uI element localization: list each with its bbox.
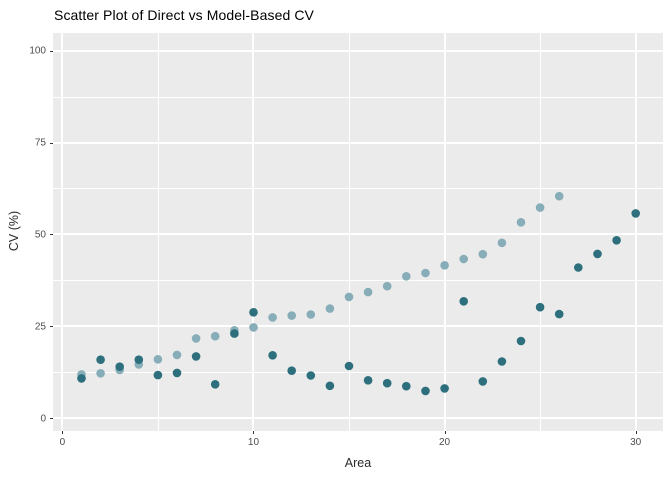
scatter-point-model-based	[210, 331, 220, 341]
scatter-point-model-based	[325, 304, 335, 313]
x-major-gridline	[61, 33, 64, 431]
scatter-point-direct	[363, 376, 373, 385]
y-tick-label: 0	[40, 413, 46, 425]
scatter-point-direct	[287, 366, 296, 376]
scatter-point-direct	[268, 351, 277, 360]
scatter-point-direct	[421, 386, 430, 396]
y-tick-mark	[50, 326, 53, 328]
x-major-gridline	[634, 33, 637, 431]
scatter-point-direct	[478, 377, 488, 386]
x-axis-title: Area	[344, 456, 372, 470]
y-tick-label: 25	[34, 321, 46, 333]
scatter-point-direct	[230, 329, 239, 338]
scatter-point-direct	[77, 374, 86, 383]
scatter-point-model-based	[402, 272, 411, 281]
scatter-point-model-based	[306, 310, 316, 319]
scatter-point-direct	[402, 381, 411, 391]
scatter-point-model-based	[535, 203, 545, 212]
scatter-point-model-based	[421, 268, 430, 278]
scatter-point-model-based	[268, 313, 277, 322]
x-tick-mark	[444, 431, 446, 434]
scatter-points-layer	[77, 191, 640, 396]
y-major-gridline	[53, 141, 663, 144]
y-minor-gridline	[53, 280, 663, 282]
x-major-gridline	[252, 33, 255, 431]
scatter-point-model-based	[440, 261, 449, 270]
scatter-point-model-based	[96, 369, 105, 378]
y-tick-mark	[50, 418, 53, 420]
scatter-point-direct	[191, 352, 201, 361]
scatter-point-direct	[153, 370, 163, 380]
scatter-point-direct	[535, 302, 545, 312]
y-tick-label: 75	[34, 137, 46, 149]
y-axis-title: CV (%)	[7, 210, 21, 252]
scatter-point-direct	[574, 263, 583, 272]
y-minor-gridline	[53, 372, 663, 374]
scatter-point-model-based	[516, 218, 526, 227]
x-axis: 0 10 20 30	[53, 431, 663, 451]
y-major-gridline	[53, 49, 663, 52]
scatter-point-direct	[172, 368, 182, 378]
scatter-point-model-based	[459, 254, 469, 264]
scatter-point-direct	[382, 378, 392, 388]
scatter-point-direct	[459, 297, 469, 306]
scatter-point-model-based	[363, 287, 373, 297]
y-tick-label: 50	[34, 229, 46, 241]
y-tick-mark	[50, 234, 53, 236]
x-tick-mark	[253, 431, 255, 434]
y-major-gridline	[53, 233, 663, 236]
scatter-point-model-based	[287, 311, 296, 320]
y-tick-label: 100	[29, 45, 46, 57]
scatter-point-direct	[344, 361, 354, 371]
x-tick-label: 10	[247, 437, 260, 448]
x-minor-gridline	[157, 33, 159, 431]
y-major-gridline	[53, 417, 663, 420]
scatter-point-direct	[249, 308, 258, 317]
scatter-point-direct	[210, 380, 220, 389]
y-axis: 0 25 50 75 100	[0, 33, 53, 431]
scatter-point-direct	[497, 357, 507, 366]
x-tick-label: 20	[439, 437, 451, 448]
x-tick-mark	[635, 431, 637, 434]
scatter-point-direct	[325, 381, 335, 391]
scatter-point-direct	[440, 384, 449, 393]
y-tick-mark	[50, 142, 53, 144]
chart-title: Scatter Plot of Direct vs Model-Based CV	[54, 7, 314, 23]
scatter-point-direct	[306, 371, 316, 380]
scatter-point-model-based	[191, 334, 201, 343]
scatter-point-model-based	[172, 350, 182, 360]
scatter-point-direct	[593, 249, 602, 259]
scatter-point-direct	[96, 355, 105, 365]
x-minor-gridline	[540, 33, 542, 431]
y-minor-gridline	[53, 96, 663, 98]
scatter-point-model-based	[382, 281, 392, 291]
x-minor-gridline	[349, 33, 351, 431]
y-tick-mark	[50, 50, 53, 52]
scatter-point-model-based	[497, 238, 507, 248]
scatter-point-direct	[516, 336, 526, 346]
scatter-point-model-based	[249, 323, 258, 332]
x-tick-mark	[62, 431, 64, 434]
scatter-point-model-based	[554, 191, 564, 201]
scatter-point-direct	[554, 309, 564, 319]
x-major-gridline	[443, 33, 446, 431]
scatter-point-model-based	[153, 355, 163, 364]
y-major-gridline	[53, 325, 663, 328]
scatter-point-model-based	[478, 249, 488, 259]
x-tick-label: 30	[630, 437, 642, 448]
x-tick-label: 0	[59, 437, 66, 448]
plot-panel	[53, 33, 663, 431]
scatter-point-direct	[115, 362, 124, 372]
y-minor-gridline	[53, 188, 663, 190]
scatter-point-direct	[631, 209, 640, 218]
scatter-point-direct	[134, 355, 144, 365]
scatter-point-model-based	[344, 292, 354, 302]
scatter-point-direct	[612, 236, 621, 245]
